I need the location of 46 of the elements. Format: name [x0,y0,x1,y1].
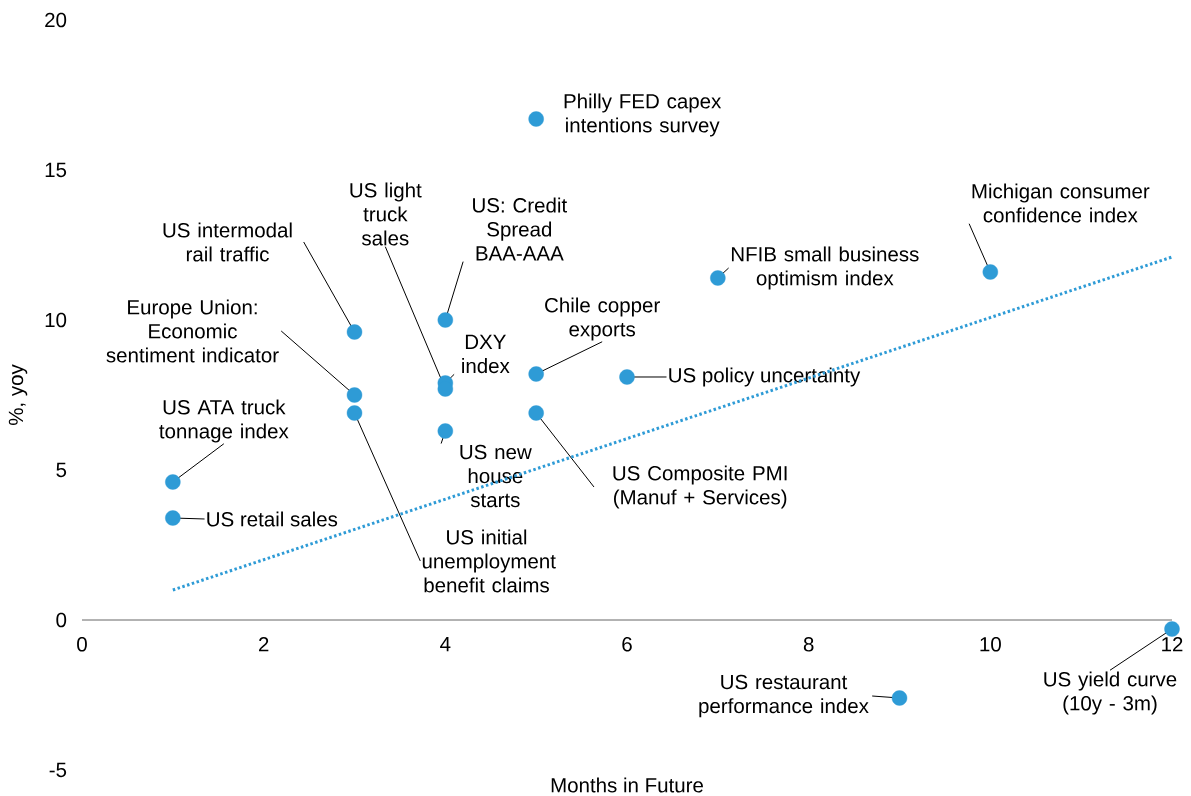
point [528,405,544,421]
annotation: US restaurant performance index [699,674,869,718]
y-tick-label: 0 [56,612,67,628]
annotation: Chile copper exports [545,297,660,341]
point [346,324,363,340]
annotation: US: Credit Spread BAA-AAA [473,197,568,261]
y-tick-label: 20 [45,12,67,28]
annotation: US new house starts [460,444,532,508]
point [528,111,544,127]
point [528,366,544,382]
annotation: Philly FED capex intentions survey [564,93,722,137]
point [346,405,363,421]
y-tick-label: -5 [49,762,67,778]
annotation: US intermodal rail traffic [163,222,292,262]
point [437,423,454,439]
annotation: DXY index [462,334,510,374]
point [346,387,363,403]
annotation: Michigan consumer confidence index [972,183,1150,223]
point [437,312,454,328]
annotation: Europe Union: Economic sentiment indicator [106,299,279,363]
annotation: US ATA truck tonnage index [159,399,289,443]
y-axis-title: %, yoy [8,364,28,426]
x-tick-label: 12 [1162,637,1183,652]
x-tick-label: 4 [440,637,451,652]
x-tick-label: 8 [803,637,814,652]
x-tick-label: 6 [622,637,632,652]
annotation: US initial unemployment benefit claims [422,529,556,593]
annotation: US Composite PMI (Manuf + Services) [613,465,787,509]
annotation: NFIB small business optimism index [731,246,919,290]
point [891,690,908,706]
point [982,264,999,280]
y-tick-label: 10 [45,312,67,328]
y-tick-label: 5 [56,462,67,478]
point [165,474,181,490]
annotation: US yield curve (10y - 3m) [1044,671,1177,715]
x-tick-label: 2 [259,637,269,652]
x-tick-label: 0 [77,637,87,652]
point [1164,621,1180,637]
y-tick-label: 15 [45,162,67,178]
x-axis-title: Months in Future [551,777,703,793]
annotation: US light truck sales [350,182,422,246]
x-tick-label: 10 [980,637,1001,652]
point [710,270,726,286]
annotation: US retail sales [207,511,338,527]
point [619,369,635,385]
point [165,510,181,526]
